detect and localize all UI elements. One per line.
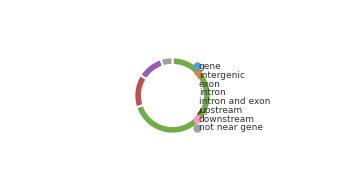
Text: intergenic: intergenic	[199, 71, 245, 80]
Text: upstream: upstream	[199, 106, 242, 115]
Circle shape	[142, 65, 203, 126]
Wedge shape	[189, 108, 196, 114]
Circle shape	[151, 74, 194, 117]
Wedge shape	[161, 57, 172, 66]
Wedge shape	[136, 57, 211, 134]
Wedge shape	[152, 75, 193, 116]
Text: intron: intron	[199, 88, 226, 97]
Text: gene: gene	[199, 62, 221, 71]
Wedge shape	[155, 75, 172, 96]
Wedge shape	[172, 66, 195, 82]
Text: downstream: downstream	[199, 115, 255, 124]
Text: not near gene: not near gene	[199, 123, 263, 133]
Wedge shape	[191, 96, 201, 109]
Wedge shape	[140, 59, 163, 79]
Wedge shape	[190, 106, 198, 112]
Text: exon: exon	[199, 79, 221, 89]
Text: intron and exon: intron and exon	[199, 97, 270, 106]
Wedge shape	[189, 77, 201, 96]
Wedge shape	[134, 75, 147, 107]
